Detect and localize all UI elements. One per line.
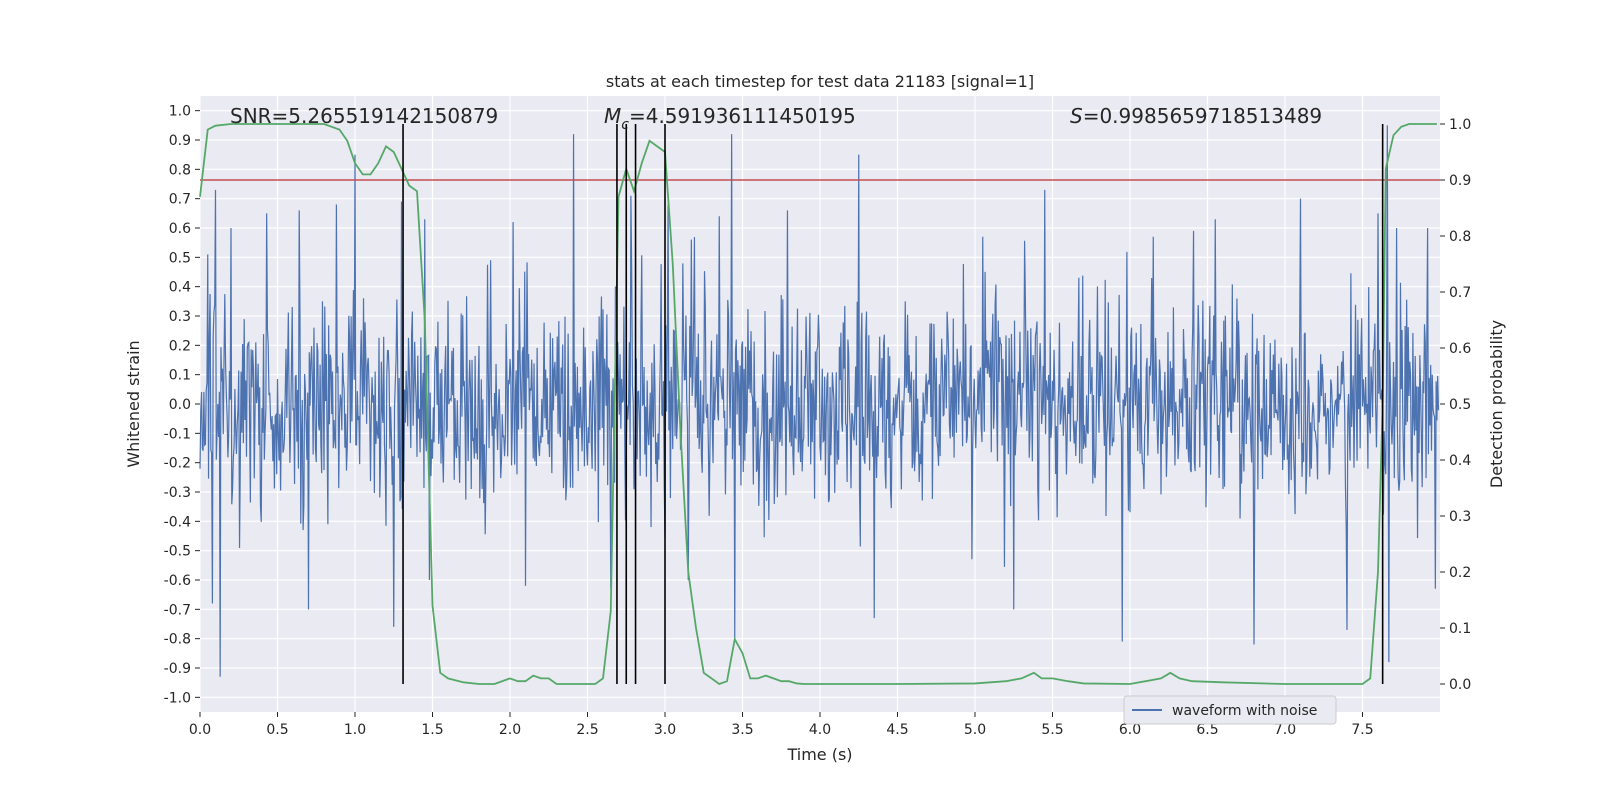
score-symbol: S <box>1070 104 1083 128</box>
x-tick-label: 1.5 <box>421 722 443 738</box>
left-y-tick-label: -0.9 <box>164 661 191 677</box>
snr-annotation: SNR=5.265519142150879 <box>230 104 498 128</box>
x-tick-label: 1.0 <box>344 722 366 738</box>
x-tick-label: 0.0 <box>189 722 211 738</box>
left-y-axis-ticks: -1.0 -0.9 -0.8 -0.7 -0.6 -0.5 -0.4 -0.3 -0.2 -0.1… <box>164 104 200 706</box>
probability-series <box>199 123 1437 686</box>
x-tick-label: 4.5 <box>886 722 908 738</box>
right-y-tick-label: 0.6 <box>1449 341 1471 357</box>
left-y-tick-label: 1.0 <box>169 104 191 120</box>
left-y-tick-label: -0.4 <box>164 514 191 530</box>
chirp-mass-subscript: c <box>621 117 629 133</box>
left-y-tick-label: 0.3 <box>169 309 191 325</box>
x-tick-label: 2.0 <box>499 722 521 738</box>
chirp-mass-symbol: M <box>604 104 621 128</box>
left-y-tick-label: -1.0 <box>164 690 191 706</box>
right-y-tick-label: 0.8 <box>1449 229 1471 245</box>
left-y-tick-label: 0.9 <box>169 133 191 149</box>
x-tick-label: 5.5 <box>1041 722 1063 738</box>
left-y-axis-label: Whitened strain <box>124 340 143 467</box>
legend: waveform with noise <box>1123 695 1337 725</box>
right-y-tick-label: 0.1 <box>1449 621 1471 637</box>
score-annotation: S=0.9985659718513489 <box>1070 104 1322 128</box>
x-tick-label: 7.5 <box>1351 722 1373 738</box>
chirp-mass-value: =4.591936111450195 <box>629 104 856 128</box>
x-tick-label: 3.5 <box>731 722 753 738</box>
left-y-tick-label: 0.5 <box>169 250 191 266</box>
left-y-tick-label: 0.1 <box>169 368 191 384</box>
x-tick-label: 5.0 <box>964 722 986 738</box>
left-y-tick-label: -0.6 <box>164 573 191 589</box>
x-tick-label: 2.5 <box>576 722 598 738</box>
waveform-series <box>199 125 1440 677</box>
left-y-tick-label: -0.7 <box>164 602 191 618</box>
x-tick-label: 6.0 <box>1119 722 1141 738</box>
x-tick-label: 0.5 <box>266 722 288 738</box>
x-tick-label: 7.0 <box>1274 722 1296 738</box>
left-y-tick-label: -0.3 <box>164 485 191 501</box>
x-tick-label: 6.5 <box>1196 722 1218 738</box>
right-y-tick-label: 0.4 <box>1449 453 1471 469</box>
right-y-axis-ticks: 0.0 0.1 0.2 0.3 0.4 0.5 0.6 0.7 0.8 0.9 1.0 <box>1440 117 1471 693</box>
left-y-tick-label: 0.8 <box>169 162 191 178</box>
chirp-mass-annotation: Mc=4.591936111450195 <box>604 104 856 133</box>
left-y-tick-label: 0.7 <box>169 192 191 208</box>
right-y-tick-label: 0.3 <box>1449 509 1471 525</box>
right-y-tick-label: 0.5 <box>1449 397 1471 413</box>
legend-label: waveform with noise <box>1172 703 1317 719</box>
left-y-tick-label: -0.2 <box>164 456 191 472</box>
x-axis-label: Time (s) <box>786 745 852 764</box>
left-y-tick-label: 0.4 <box>169 280 191 296</box>
left-y-tick-label: -0.1 <box>164 426 191 442</box>
right-y-tick-label: 0.9 <box>1449 173 1471 189</box>
score-value: =0.9985659718513489 <box>1083 104 1322 128</box>
left-y-tick-label: 0.6 <box>169 221 191 237</box>
left-y-tick-label: 0.0 <box>169 397 191 413</box>
legend-box <box>1123 695 1337 725</box>
x-tick-label: 4.0 <box>809 722 831 738</box>
chart-title: stats at each timestep for test data 211… <box>606 72 1034 91</box>
right-y-tick-label: 0.0 <box>1449 677 1471 693</box>
x-axis-ticks: 0.0 0.5 1.0 1.5 2.0 2.5 3.0 3.5 4.0 4.5 5.0 5.5 6.0 6… <box>189 712 1374 738</box>
detection-markers <box>402 124 1384 684</box>
right-y-tick-label: 0.7 <box>1449 285 1471 301</box>
left-y-tick-label: -0.5 <box>164 544 191 560</box>
x-tick-label: 3.0 <box>654 722 676 738</box>
right-y-tick-label: 0.2 <box>1449 565 1471 581</box>
left-y-tick-label: 0.2 <box>169 338 191 354</box>
right-y-axis-label: Detection probability <box>1487 320 1506 488</box>
left-y-tick-label: -0.8 <box>164 632 191 648</box>
right-y-tick-label: 1.0 <box>1449 117 1471 133</box>
